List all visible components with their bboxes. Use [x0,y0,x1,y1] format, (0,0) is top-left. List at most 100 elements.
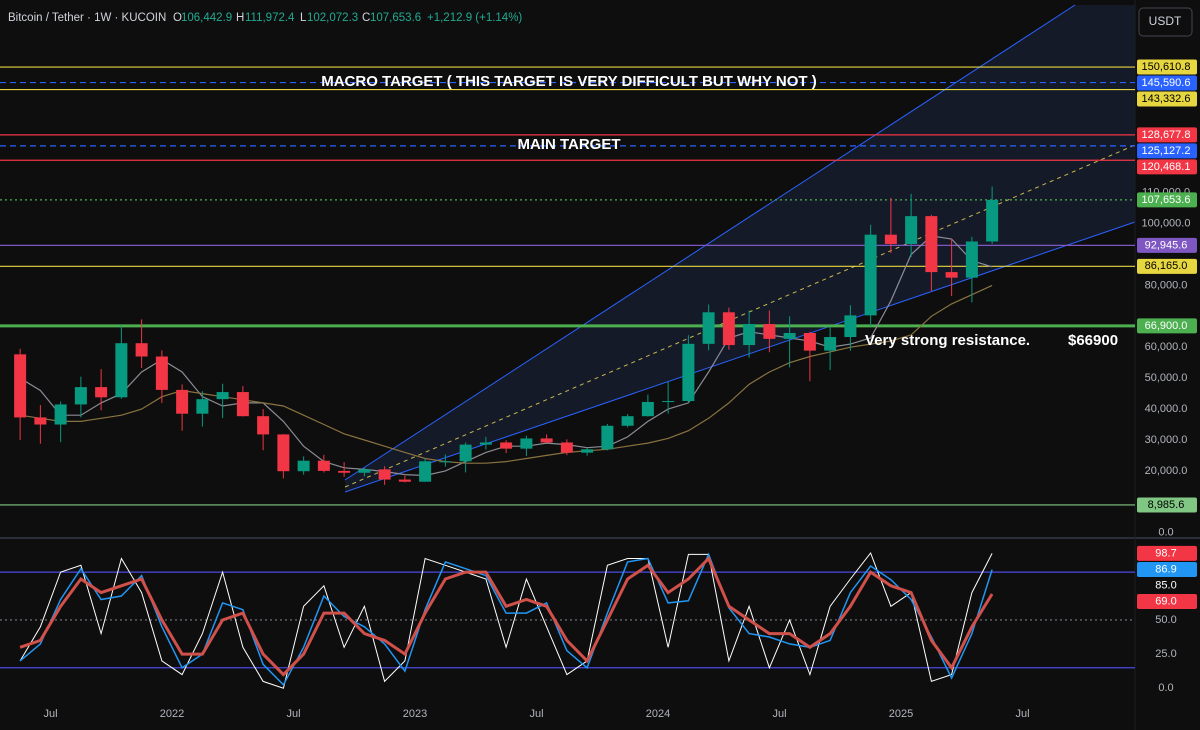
y-tick-label: 40,000.0 [1145,403,1188,415]
candle-body [74,387,87,405]
channel-fill [345,5,1135,492]
candle-body [925,216,938,273]
x-tick-label: 2023 [403,708,427,720]
candle-body [905,216,918,244]
candle-body [14,354,27,418]
candle-body [560,442,573,453]
candle-body [783,333,796,339]
axis-label-bg [1137,594,1197,610]
axis-label-bg [1137,75,1197,91]
y-tick-label: 50.0 [1155,614,1176,626]
oscillator-line [19,555,994,677]
y-tick-label: 0.0 [1158,527,1173,539]
x-tick-label: 2025 [889,708,913,720]
candle-body [641,401,654,417]
candle-body [439,461,452,463]
candle-body [196,399,209,414]
axis-label-bg [1137,318,1197,334]
candle-body [702,312,715,344]
axis-label: 86,165.0 [1145,260,1188,272]
candle-body [419,461,432,482]
axis-label-bg [1137,497,1197,513]
y-tick-label: 20,000.0 [1145,465,1188,477]
candle-body [358,469,371,473]
oscillator-line [19,551,993,689]
y-tick-label: 80,000.0 [1145,279,1188,291]
candle-body [581,449,594,453]
change: +1,212.9 (+1.14%) [427,12,522,24]
x-tick-label: 2022 [160,708,184,720]
candle-body [155,356,168,390]
candle-body [479,442,492,445]
candle-body [115,343,128,398]
annotation: MAIN TARGET [517,136,620,153]
channel-lower [344,221,1136,493]
y-tick-label: 30,000.0 [1145,434,1188,446]
ohlc-value: 106,442.9 [181,12,232,24]
x-tick-label: Jul [1015,708,1029,720]
annotation: MACRO TARGET ( THIS TARGET IS VERY DIFFI… [321,73,817,90]
candle-body [398,479,411,482]
candle-body [844,315,857,338]
candle-body [965,241,978,278]
ohlc-value: 102,072.3 [307,12,358,24]
x-tick-label: Jul [772,708,786,720]
axis-label: 150,610.8 [1142,61,1191,73]
candle-body [986,199,999,242]
candle-body [54,404,67,425]
y-tick-label: 50,000.0 [1145,372,1188,384]
candle-body [743,324,756,346]
axis-label-bg [1137,258,1197,274]
axis-label-bg [1137,545,1197,561]
candle-body [601,425,614,450]
axis-label-bg [1137,562,1197,578]
axis-label-bg [1137,159,1197,175]
candle-body [317,460,330,471]
axis-label-bg [1137,127,1197,143]
candle-body [176,389,189,414]
x-tick-label: Jul [43,708,57,720]
candle-body [682,343,695,402]
y-tick-label: 60,000.0 [1145,341,1188,353]
y-tick-label: 25.0 [1155,648,1176,660]
ohlc: O 106,442.9 H 111,972.4 L 102,072.3 C 10… [173,12,522,24]
annotation: $66900 [1068,332,1118,349]
y-tick-label: 0.0 [1158,682,1173,694]
axis-label: 85.0 [1155,579,1176,591]
candle-body [621,416,634,426]
candle-body [824,337,837,351]
axis-label-bg [1137,578,1197,594]
axis-label: 66,900.0 [1145,320,1188,332]
axis-label-bg [1137,91,1197,107]
axis-label: 143,332.6 [1142,93,1191,105]
ohlc-key: L [300,12,307,24]
currency-button[interactable] [1138,7,1193,37]
axis-label: 69.0 [1155,595,1176,607]
axis-label-bg [1137,237,1197,253]
symbol: Bitcoin / Tether · 1W · KUCOIN [8,12,166,24]
candle-body [864,234,877,316]
ohlc-key: H [236,12,244,24]
candle-body [378,469,391,480]
candle-body [236,392,249,417]
candle-body [884,234,897,244]
candle-body [500,442,513,449]
annotation: Very strong resistance. [865,332,1030,349]
channel-upper [344,4,1076,481]
axis-label: 8,985.6 [1148,499,1185,511]
candle-body [216,392,229,400]
plot: 0.0 20,000.0 30,000.0 40,000.0 50,000.0 60,00… [0,59,1197,720]
axis-label: 120,468.1 [1142,161,1191,173]
axis-label-bg [1137,192,1197,208]
ohlc-value: 111,972.4 [245,12,295,24]
candle-body [722,312,735,346]
ohlc-key: O [173,12,182,24]
currency[interactable]: USDT [1149,14,1182,28]
axis-label: 98.7 [1155,547,1176,559]
axis-label: 145,590.6 [1142,77,1191,89]
axis-label: 92,945.6 [1145,239,1188,251]
axis-label: 86.9 [1155,563,1176,575]
candle-body [459,444,472,462]
candle-body [662,401,675,403]
